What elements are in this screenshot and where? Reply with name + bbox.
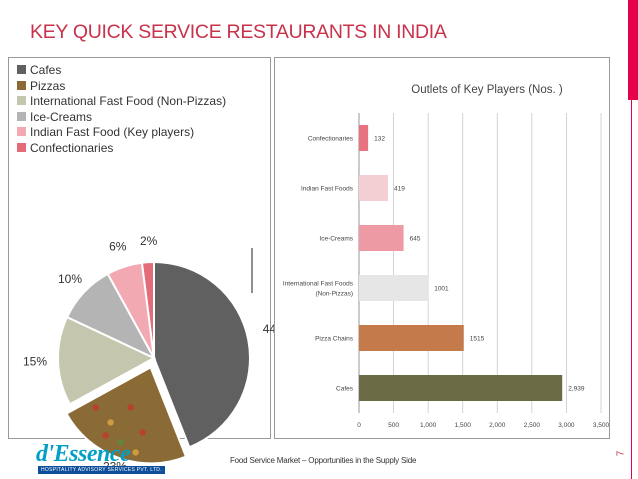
x-tick-label: 0 — [357, 422, 361, 429]
bar — [359, 125, 369, 151]
bar — [359, 325, 464, 351]
x-tick-label: 1,000 — [420, 422, 437, 429]
legend-swatch — [17, 127, 26, 136]
dessence-logo: d'Essence HOSPITALITY ADVISORY SERVICES … — [36, 441, 186, 475]
pie-slice — [140, 260, 155, 359]
legend-label: Cafes — [30, 63, 62, 77]
pizza-topping — [102, 432, 109, 439]
x-tick-label: 3,000 — [558, 422, 575, 429]
pie-slice-label: 2% — [140, 234, 158, 248]
x-tick-label: 2,500 — [524, 422, 541, 429]
legend-swatch — [17, 80, 26, 90]
pie-slice — [57, 315, 157, 406]
bar-chart-panel: Outlets of Key Players (Nos. ) 0 500 1,000 1… — [274, 57, 610, 439]
pie-chart-panel: Cafes Pizzas International Fast Food (Non-… — [8, 57, 287, 473]
pizza-topping — [127, 404, 134, 411]
bar-value-label: 132 — [374, 136, 385, 143]
right-edge-line — [631, 0, 632, 479]
bar-chart: Outlets of Key Players (Nos. ) 0 500 1,000 1… — [283, 84, 610, 429]
pie-slice — [65, 365, 188, 465]
bar — [359, 275, 429, 301]
bar-value-label: 1515 — [470, 336, 485, 343]
right-accent-stripe — [628, 0, 638, 100]
category-label: International Fast Foods — [283, 281, 354, 288]
page-title: KEY QUICK SERVICE RESTAURANTS IN INDIA — [30, 21, 447, 43]
legend-label: Pizzas — [30, 78, 66, 93]
bar-chart-title: Outlets of Key Players (Nos. ) — [411, 84, 563, 96]
legend-item: Pizzas — [17, 79, 65, 94]
legend-item: Cafes — [17, 63, 61, 78]
bar — [359, 225, 404, 251]
logo-wordmark: d'Essence — [36, 441, 131, 467]
bar-value-label: 645 — [410, 236, 421, 243]
pie-slice-label: 10% — [58, 272, 82, 286]
page-number: 7 — [615, 450, 627, 457]
category-label: Confectionaries — [308, 136, 354, 143]
legend-label: International Fast Food (Non-Pizzas) — [30, 94, 227, 108]
bar — [359, 375, 563, 401]
bar-value-label: 419 — [394, 186, 405, 193]
pie-slice-label: 15% — [23, 355, 47, 369]
bar — [359, 175, 388, 201]
legend-label: Indian Fast Food (Key players) — [30, 125, 195, 139]
category-label: Ice-Creams — [319, 236, 353, 243]
legend-item: Indian Fast Food (Key players) — [17, 125, 194, 140]
pie-chart: 44%23%15%10%6%2% — [23, 234, 287, 473]
x-tick-label: 1,500 — [455, 422, 472, 429]
category-label: Indian Fast Foods — [301, 186, 354, 193]
category-label: (Non-Pizzas) — [315, 291, 353, 298]
legend-item: Ice-Creams — [17, 110, 92, 125]
legend-swatch — [17, 65, 26, 74]
category-label: Pizza Chains — [315, 336, 354, 343]
pizza-topping — [117, 439, 124, 446]
pizza-topping — [132, 449, 139, 456]
legend-swatch — [17, 96, 26, 105]
bar-value-label: 1001 — [434, 286, 449, 293]
legend-label: Confectionaries — [30, 140, 114, 155]
bar-value-label: 2,939 — [568, 386, 585, 393]
x-tick-label: 500 — [388, 422, 399, 429]
legend-swatch — [17, 111, 26, 121]
logo-tagline: HOSPITALITY ADVISORY SERVICES PVT. LTD. — [38, 466, 165, 474]
pie-slice — [153, 260, 251, 449]
legend-item: Confectionaries — [17, 141, 113, 156]
category-label: Cafes — [336, 386, 354, 393]
legend-swatch — [17, 142, 26, 152]
footer-caption: Food Service Market – Opportunities in t… — [230, 456, 417, 465]
pizza-topping — [139, 429, 146, 436]
legend-item: International Fast Food (Non-Pizzas) — [17, 94, 226, 109]
legend-label: Ice-Creams — [30, 109, 93, 124]
pizza-topping — [107, 419, 114, 426]
pie-slice-label: 6% — [109, 240, 127, 254]
x-tick-label: 3,500 — [593, 422, 610, 429]
x-tick-label: 2,000 — [489, 422, 506, 429]
pizza-topping — [92, 404, 99, 411]
